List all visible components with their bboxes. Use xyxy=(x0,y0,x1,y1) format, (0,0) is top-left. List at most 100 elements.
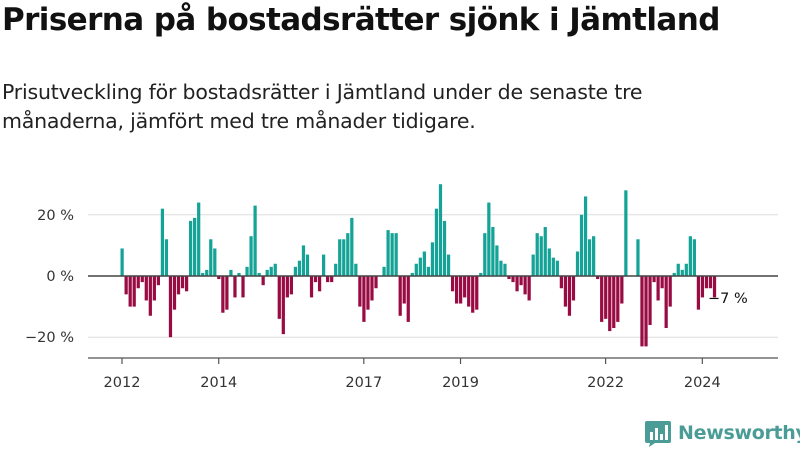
bar xyxy=(656,276,660,301)
bar xyxy=(434,208,439,276)
bar xyxy=(346,233,350,276)
bar xyxy=(277,276,281,319)
bar xyxy=(160,208,165,276)
bar xyxy=(358,276,362,307)
bar xyxy=(164,239,169,276)
bar xyxy=(285,276,289,298)
bar xyxy=(140,276,144,283)
bar xyxy=(551,257,555,276)
bar xyxy=(624,190,628,276)
bar xyxy=(370,276,374,301)
bar xyxy=(559,276,563,289)
brand-name: Newsworthy xyxy=(678,422,800,444)
bar xyxy=(414,263,418,276)
bar xyxy=(305,254,310,276)
bar xyxy=(475,276,479,310)
bar xyxy=(269,266,273,276)
bar xyxy=(579,214,584,276)
bar xyxy=(394,233,398,276)
bar xyxy=(309,276,314,298)
bar xyxy=(616,276,620,322)
bar xyxy=(644,276,648,347)
bar xyxy=(692,239,696,276)
bar xyxy=(313,276,318,283)
bar xyxy=(499,260,503,276)
bar xyxy=(136,276,140,289)
bar xyxy=(418,257,422,276)
bar-chart-speech-bubble-icon xyxy=(645,421,671,447)
bar xyxy=(600,276,604,322)
bar xyxy=(366,276,370,310)
bar xyxy=(487,202,491,276)
chart-title: Priserna på bostadsrätter sjönk i Jämtla… xyxy=(2,2,720,38)
bar xyxy=(398,276,402,316)
bar xyxy=(289,276,293,295)
bar xyxy=(523,276,527,295)
bar xyxy=(201,272,205,276)
bar xyxy=(217,276,221,280)
bar xyxy=(712,276,717,298)
bar xyxy=(446,254,451,276)
bar xyxy=(245,266,249,276)
bar xyxy=(495,245,499,276)
bar xyxy=(640,276,644,347)
bar xyxy=(406,276,410,322)
bar xyxy=(668,276,672,307)
bar xyxy=(253,205,257,276)
bar xyxy=(209,239,213,276)
bar xyxy=(350,217,354,276)
bar xyxy=(704,276,709,289)
bar xyxy=(326,276,330,283)
bar xyxy=(430,242,435,276)
latest-value-label: −7 % xyxy=(708,291,748,307)
bar xyxy=(180,276,185,289)
bar xyxy=(463,276,467,298)
bar xyxy=(567,276,572,316)
bar xyxy=(221,276,225,313)
bar xyxy=(547,248,551,276)
bar xyxy=(483,233,487,276)
bar xyxy=(120,248,124,276)
bar xyxy=(608,276,612,332)
bar xyxy=(132,276,136,307)
y-tick-label: −20 % xyxy=(25,330,74,346)
x-tick-label: 2017 xyxy=(345,375,382,391)
bar xyxy=(265,269,269,276)
bar xyxy=(382,266,386,276)
bar xyxy=(511,276,515,283)
bar xyxy=(225,276,229,310)
bar xyxy=(322,254,326,276)
y-tick-label: 20 % xyxy=(37,208,74,224)
bar xyxy=(680,269,684,276)
bar xyxy=(442,220,447,276)
x-tick-label: 2014 xyxy=(200,375,237,391)
bar xyxy=(587,239,592,276)
bar xyxy=(148,276,152,316)
bar xyxy=(563,276,568,307)
bar xyxy=(503,263,507,276)
bar xyxy=(354,263,358,276)
bar xyxy=(386,230,390,276)
bar xyxy=(338,239,342,276)
bar xyxy=(684,263,688,276)
bar xyxy=(664,276,668,329)
bar xyxy=(334,263,338,276)
bar xyxy=(519,276,523,286)
bar xyxy=(454,276,459,304)
x-tick-label: 2019 xyxy=(442,375,479,391)
bar xyxy=(571,276,576,301)
bar xyxy=(124,276,128,295)
bar xyxy=(128,276,132,307)
bar xyxy=(342,239,346,276)
bar xyxy=(205,269,209,276)
bar xyxy=(172,276,177,310)
bar xyxy=(592,236,596,276)
bar xyxy=(241,276,245,298)
bar xyxy=(273,263,277,276)
bar xyxy=(438,184,443,276)
bar xyxy=(535,233,539,276)
bar xyxy=(515,276,519,292)
bar xyxy=(374,276,378,289)
bar xyxy=(660,276,664,289)
